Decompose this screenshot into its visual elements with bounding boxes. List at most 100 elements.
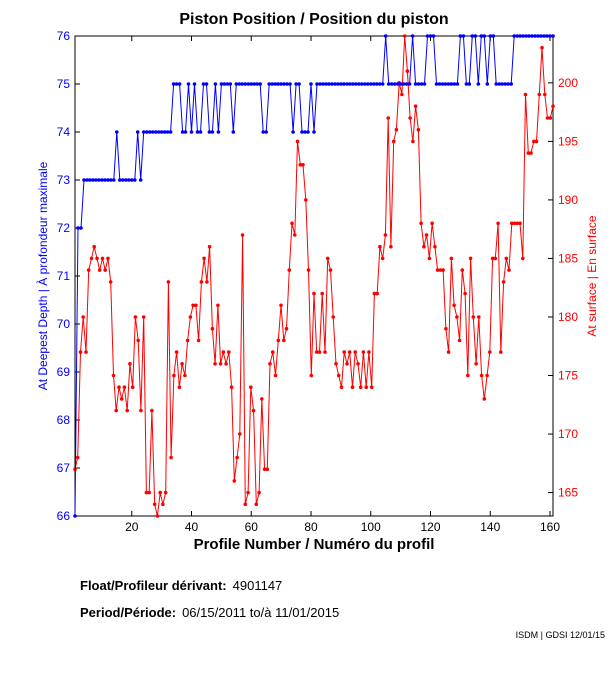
surface-point <box>194 303 198 308</box>
deepest-point <box>210 130 215 134</box>
deepest-point <box>515 34 519 38</box>
deepest-point <box>524 34 528 38</box>
surface-point <box>257 490 261 495</box>
left-y-tick-label: 67 <box>57 461 71 475</box>
surface-point <box>84 350 88 354</box>
deepest-point <box>360 82 364 86</box>
deepest-point <box>255 82 259 86</box>
right-y-axis-label: At surface | En surface <box>585 215 599 336</box>
deepest-point <box>97 178 101 182</box>
deepest-point <box>410 34 415 38</box>
surface-point <box>405 69 410 73</box>
deepest-point <box>201 82 206 86</box>
surface-point <box>523 92 528 97</box>
surface-point <box>284 326 289 331</box>
surface-point <box>543 92 547 97</box>
deepest-point <box>527 34 531 38</box>
deepest-point <box>73 514 77 518</box>
surface-point <box>413 104 418 108</box>
footer-credit: ISDM | GDSI 12/01/15 <box>515 630 605 640</box>
surface-point <box>358 385 363 390</box>
deepest-point <box>369 82 373 86</box>
surface-point <box>422 244 426 249</box>
surface-point <box>251 408 256 413</box>
deepest-point <box>467 82 472 86</box>
surface-point <box>441 268 445 272</box>
deepest-point <box>380 82 385 86</box>
deepest-point <box>485 82 490 86</box>
float-info: Float/Profileur dérivant: 4901147 <box>80 578 282 593</box>
deepest-point <box>276 82 280 86</box>
deepest-point <box>165 130 170 134</box>
surface-point <box>449 256 454 261</box>
surface-point <box>455 315 459 319</box>
surface-point <box>133 315 138 319</box>
surface-point <box>474 362 478 366</box>
surface-point <box>515 221 520 226</box>
surface-point <box>202 256 206 261</box>
surface-point <box>169 455 173 460</box>
float-label: Float/Profileur dérivant: <box>80 578 227 593</box>
left-y-tick-label: 66 <box>57 509 71 523</box>
surface-point <box>532 139 536 144</box>
surface-point <box>147 490 151 495</box>
left-y-tick-label: 73 <box>57 173 71 187</box>
deepest-point <box>374 82 379 86</box>
surface-point <box>229 385 234 390</box>
x-tick-label: 160 <box>540 520 560 534</box>
deepest-point <box>545 34 549 38</box>
right-y-tick-label: 190 <box>558 193 578 207</box>
x-tick-label: 80 <box>304 520 318 534</box>
surface-point <box>221 350 226 354</box>
surface-point <box>97 268 102 272</box>
deepest-point <box>306 130 310 134</box>
deepest-point <box>288 82 292 86</box>
x-tick-label: 40 <box>185 520 199 534</box>
surface-point <box>309 373 314 378</box>
surface-point <box>196 338 201 343</box>
surface-point <box>471 315 476 319</box>
deepest-point <box>321 82 325 86</box>
surface-point <box>304 198 308 202</box>
surface-point <box>238 432 242 436</box>
surface-point <box>452 303 456 308</box>
deepest-point <box>422 82 427 86</box>
surface-point <box>375 291 380 296</box>
surface-point <box>185 338 190 343</box>
left-y-tick-label: 72 <box>57 221 71 235</box>
surface-point <box>408 116 412 120</box>
deepest-point <box>416 82 421 86</box>
deepest-point <box>476 82 481 86</box>
deepest-point <box>327 82 331 86</box>
deepest-point <box>225 82 230 86</box>
period-value: 06/15/2011 to/à 11/01/2015 <box>182 605 340 620</box>
surface-point <box>268 362 272 366</box>
deepest-point <box>234 82 239 86</box>
left-y-tick-label: 75 <box>57 77 71 91</box>
deepest-point <box>312 130 316 134</box>
surface-point <box>174 350 179 354</box>
float-value: 4901147 <box>232 578 283 593</box>
deepest-point <box>127 178 131 182</box>
deepest-point <box>270 82 275 86</box>
surface-point <box>218 362 223 366</box>
deepest-point <box>536 34 540 38</box>
deepest-point <box>106 178 110 182</box>
surface-point <box>172 373 176 378</box>
deepest-point <box>124 178 128 182</box>
deepest-point <box>147 130 152 134</box>
deepest-point <box>324 82 328 86</box>
surface-point <box>493 256 498 261</box>
surface-point <box>216 303 220 308</box>
deepest-point <box>518 34 522 38</box>
deepest-point <box>168 130 173 134</box>
deepest-point <box>533 34 537 38</box>
deepest-point <box>551 34 555 38</box>
surface-point <box>213 362 217 366</box>
surface-point <box>114 408 118 413</box>
deepest-point <box>494 82 499 86</box>
surface-point <box>334 362 338 366</box>
deepest-point <box>473 34 478 38</box>
surface-point <box>249 385 253 390</box>
deepest-point <box>303 130 307 134</box>
